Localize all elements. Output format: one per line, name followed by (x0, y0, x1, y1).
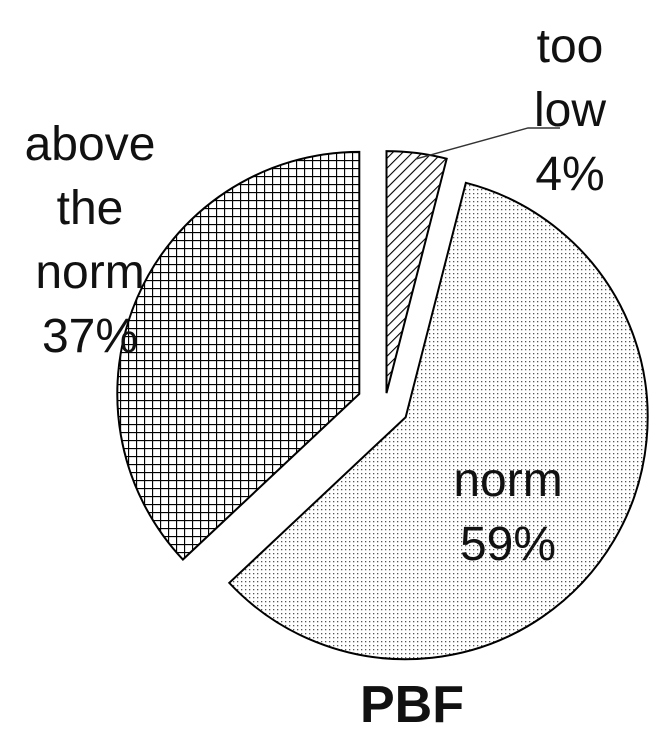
leader-line-too-low (415, 127, 560, 160)
data-label-above-the-norm-percent: 37% (42, 310, 138, 363)
pie-slice-too-low (385, 150, 448, 394)
data-label-too-low-percent: 4% (535, 148, 604, 201)
data-label-too-low-text: too (537, 20, 604, 73)
data-label-norm-text: norm (453, 454, 562, 507)
data-label-above-the-norm-text: the (57, 182, 124, 235)
data-label-above-the-norm-text: above (25, 118, 156, 171)
chart-title: PBF (360, 676, 464, 734)
data-label-norm-percent: 59% (460, 518, 556, 571)
pie-slice-above-the-norm (116, 150, 361, 561)
data-label-too-low-text: low (534, 84, 606, 137)
pie-slice-norm (227, 181, 649, 661)
data-label-above-the-norm-text: norm (35, 246, 144, 299)
